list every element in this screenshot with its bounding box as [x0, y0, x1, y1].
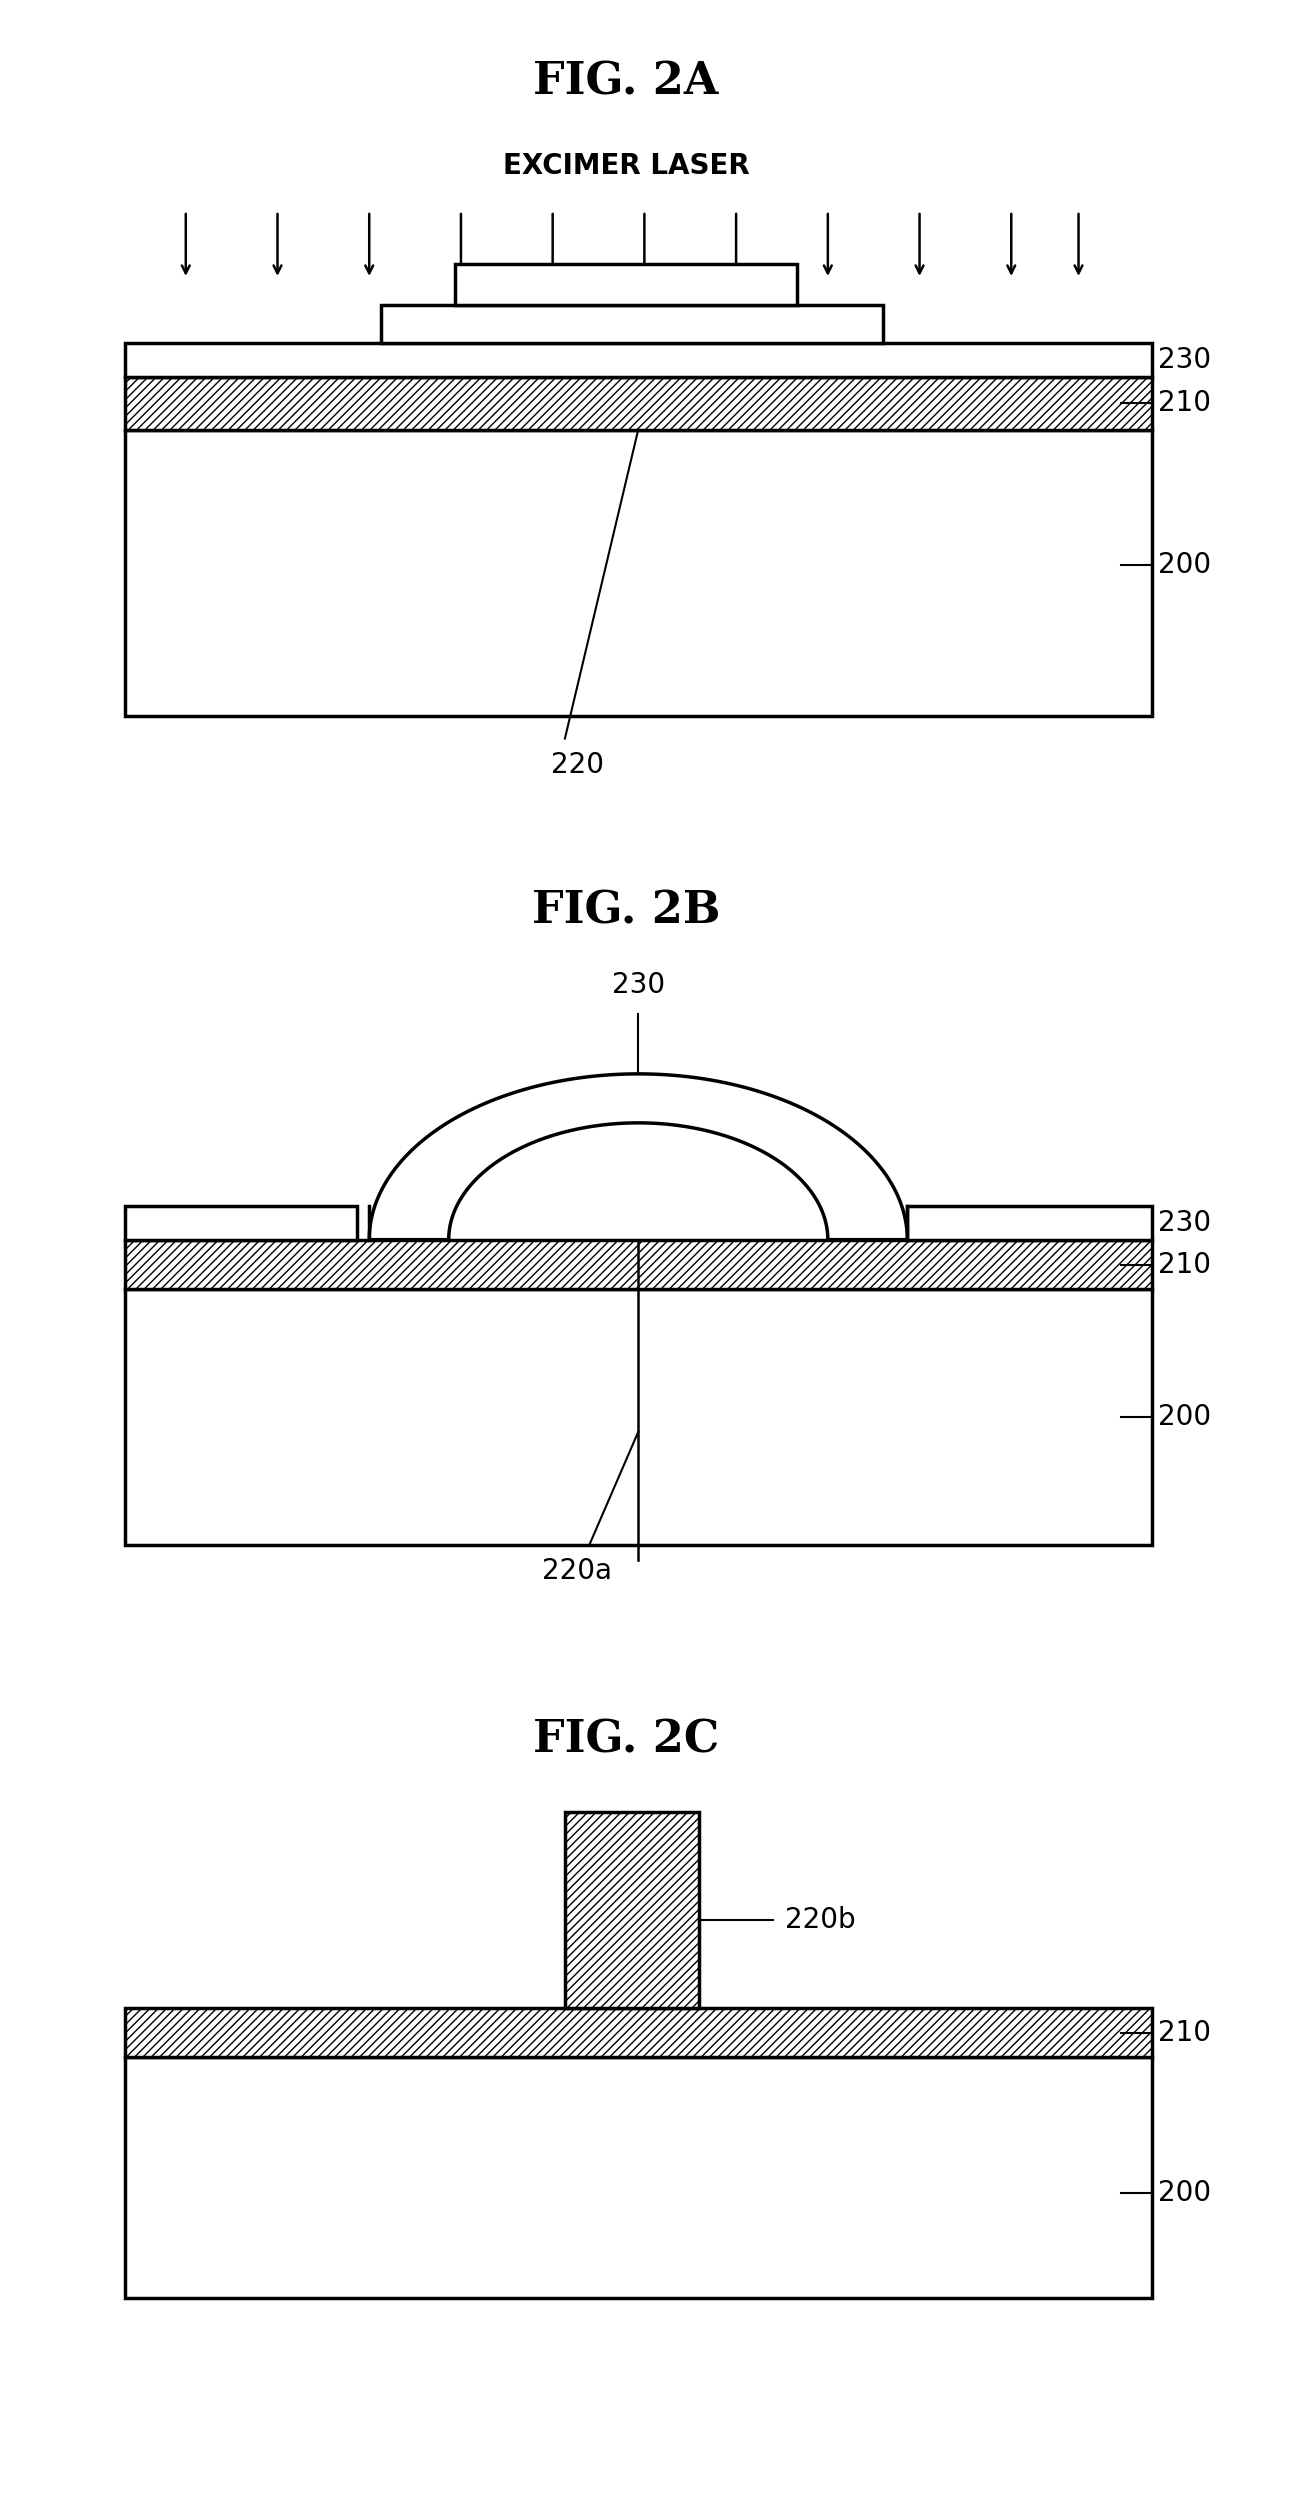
Bar	[381, 304, 883, 342]
Text: 230: 230	[1158, 347, 1211, 374]
Text: 210: 210	[1158, 389, 1211, 417]
Bar	[907, 1206, 1151, 1238]
Bar	[125, 1238, 1151, 1289]
Bar	[125, 342, 1151, 377]
Bar	[125, 430, 1151, 716]
Bar	[125, 1206, 356, 1238]
Bar	[125, 2010, 1151, 2057]
Bar	[125, 1289, 1151, 1545]
Text: 200: 200	[1158, 2178, 1211, 2208]
Bar	[125, 377, 1151, 430]
Text: 230: 230	[1158, 1208, 1211, 1236]
Text: 210: 210	[1158, 1251, 1211, 1279]
Text: 220b: 220b	[785, 1907, 856, 1934]
Text: 200: 200	[1158, 550, 1211, 580]
Bar	[125, 2057, 1151, 2298]
Text: 230: 230	[611, 970, 665, 997]
Polygon shape	[369, 1075, 907, 1238]
Text: EXCIMER LASER: EXCIMER LASER	[502, 151, 749, 181]
Text: 220a: 220a	[543, 1557, 613, 1585]
Text: FIG. 2B: FIG. 2B	[532, 889, 721, 932]
Text: FIG. 2A: FIG. 2A	[533, 60, 718, 103]
Text: 200: 200	[1158, 1402, 1211, 1432]
Text: 210: 210	[1158, 2020, 1211, 2047]
Bar	[455, 264, 798, 304]
Text: FIG. 2C: FIG. 2C	[533, 1718, 719, 1761]
Text: 220: 220	[550, 751, 604, 779]
Bar	[565, 1814, 700, 2010]
